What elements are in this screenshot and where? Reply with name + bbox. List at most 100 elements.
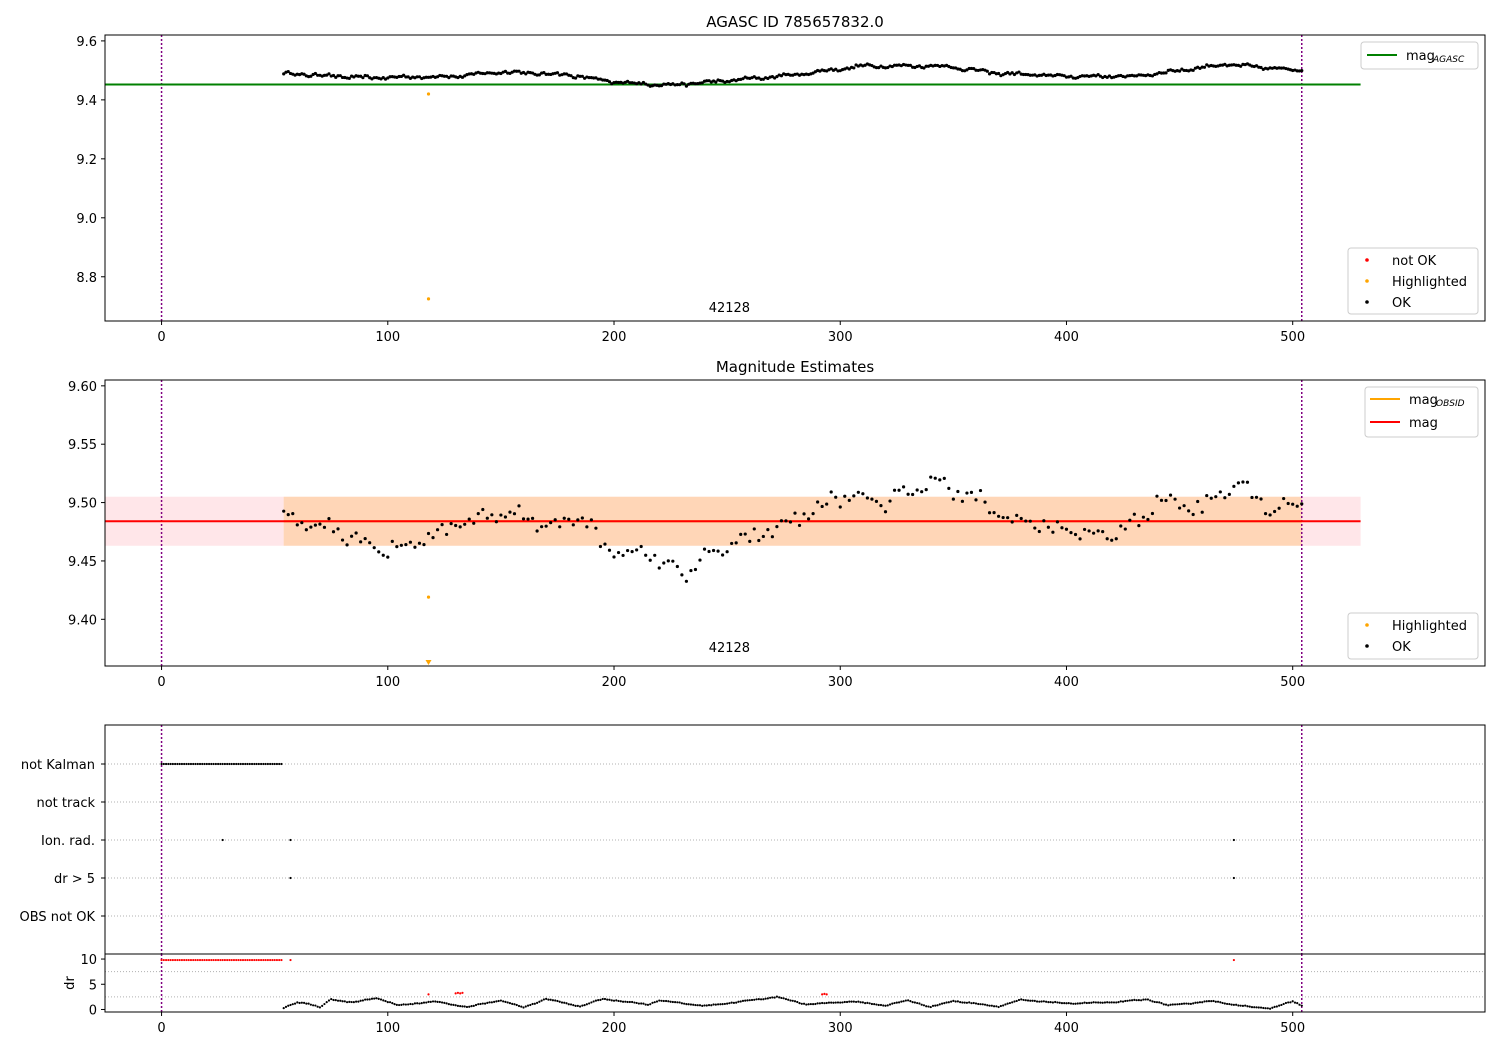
data-point [449, 74, 453, 78]
data-point [721, 553, 725, 557]
data-point [1271, 1006, 1274, 1009]
data-point [933, 476, 937, 480]
data-point [1058, 1001, 1061, 1004]
data-point [1230, 1003, 1233, 1006]
data-point [1090, 1001, 1093, 1004]
data-point [504, 1000, 507, 1003]
data-point [545, 997, 548, 1000]
data-point [1295, 69, 1299, 73]
data-point [866, 1001, 869, 1004]
data-point [787, 998, 790, 1001]
data-point [424, 75, 428, 79]
data-point [961, 1001, 964, 1004]
data-point [422, 542, 426, 547]
data-point [1228, 1002, 1231, 1006]
data-point [897, 1001, 901, 1004]
data-point [322, 525, 327, 529]
data-point [1198, 1001, 1202, 1004]
data-point [1142, 998, 1145, 1001]
data-point [1191, 512, 1195, 517]
panel-flags: not Kalman not track Ion. rad. dr > 5 OBS no… [20, 724, 1486, 955]
data-point [583, 1004, 586, 1007]
flag-point [174, 762, 177, 766]
data-point [617, 999, 620, 1003]
data-point [675, 564, 679, 569]
data-point [1214, 1000, 1217, 1003]
data-point [214, 958, 217, 962]
data-point [922, 66, 926, 70]
data-point [1182, 68, 1186, 73]
data-point [449, 522, 453, 526]
data-point [990, 70, 994, 75]
data-point [269, 958, 272, 962]
data-point [1171, 1003, 1174, 1006]
data-point [1013, 1000, 1016, 1003]
data-point [537, 73, 541, 77]
data-point [714, 1003, 717, 1006]
data-point [1300, 502, 1304, 506]
data-point [977, 1002, 980, 1006]
data-point [336, 999, 340, 1002]
data-point [1074, 1002, 1077, 1005]
data-point [1082, 527, 1087, 532]
flag-point [228, 762, 231, 766]
data-point [1028, 519, 1032, 523]
data-point [997, 1005, 1000, 1009]
data-point [474, 1003, 478, 1007]
data-point [1239, 64, 1243, 68]
data-point [262, 958, 265, 962]
data-point [517, 69, 521, 73]
flag-point [180, 762, 184, 766]
data-point [1250, 495, 1254, 500]
data-point [1006, 516, 1010, 520]
data-point [359, 999, 362, 1002]
data-point [782, 997, 785, 1000]
panel-magnitude-estimates: Magnitude Estimates 42128 0 100 200 300 400 500… [68, 358, 1486, 690]
data-point [1232, 484, 1236, 488]
data-point [1042, 519, 1046, 523]
data-point [180, 958, 184, 962]
flag-category-label: not track [36, 796, 95, 811]
data-point [1173, 1003, 1177, 1006]
data-point [535, 1001, 539, 1004]
data-point [1133, 998, 1136, 1002]
data-point [187, 958, 190, 962]
data-point [671, 1000, 674, 1004]
data-point [1167, 1004, 1170, 1007]
data-point [485, 516, 489, 520]
data-point [349, 534, 354, 538]
data-point [829, 67, 833, 71]
data-point [1132, 512, 1136, 516]
data-point [825, 502, 829, 506]
data-point [377, 997, 380, 1000]
flag-point [214, 762, 217, 766]
data-point [1004, 1003, 1007, 1006]
data-point [805, 1003, 808, 1006]
data-point [965, 491, 969, 495]
data-point [741, 999, 745, 1002]
data-point [737, 1000, 740, 1003]
data-point [847, 67, 851, 71]
data-point [393, 1003, 396, 1006]
y-axis-label: dr [63, 976, 78, 990]
data-point [520, 1005, 523, 1008]
data-point [864, 1002, 867, 1005]
data-point [621, 553, 625, 558]
data-point [1282, 1002, 1285, 1006]
data-point [454, 992, 457, 995]
data-point [490, 513, 494, 517]
data-point [365, 74, 370, 78]
data-point [300, 1001, 303, 1004]
data-point [355, 1000, 358, 1003]
data-point [1254, 495, 1259, 499]
data-point [1060, 526, 1064, 530]
data-point [997, 71, 1001, 76]
data-point [1087, 1001, 1091, 1004]
data-point [886, 1004, 889, 1007]
data-point [461, 991, 464, 994]
data-point [325, 1001, 328, 1004]
data-point [1010, 520, 1014, 524]
data-point [970, 1002, 973, 1005]
data-point [811, 512, 815, 516]
